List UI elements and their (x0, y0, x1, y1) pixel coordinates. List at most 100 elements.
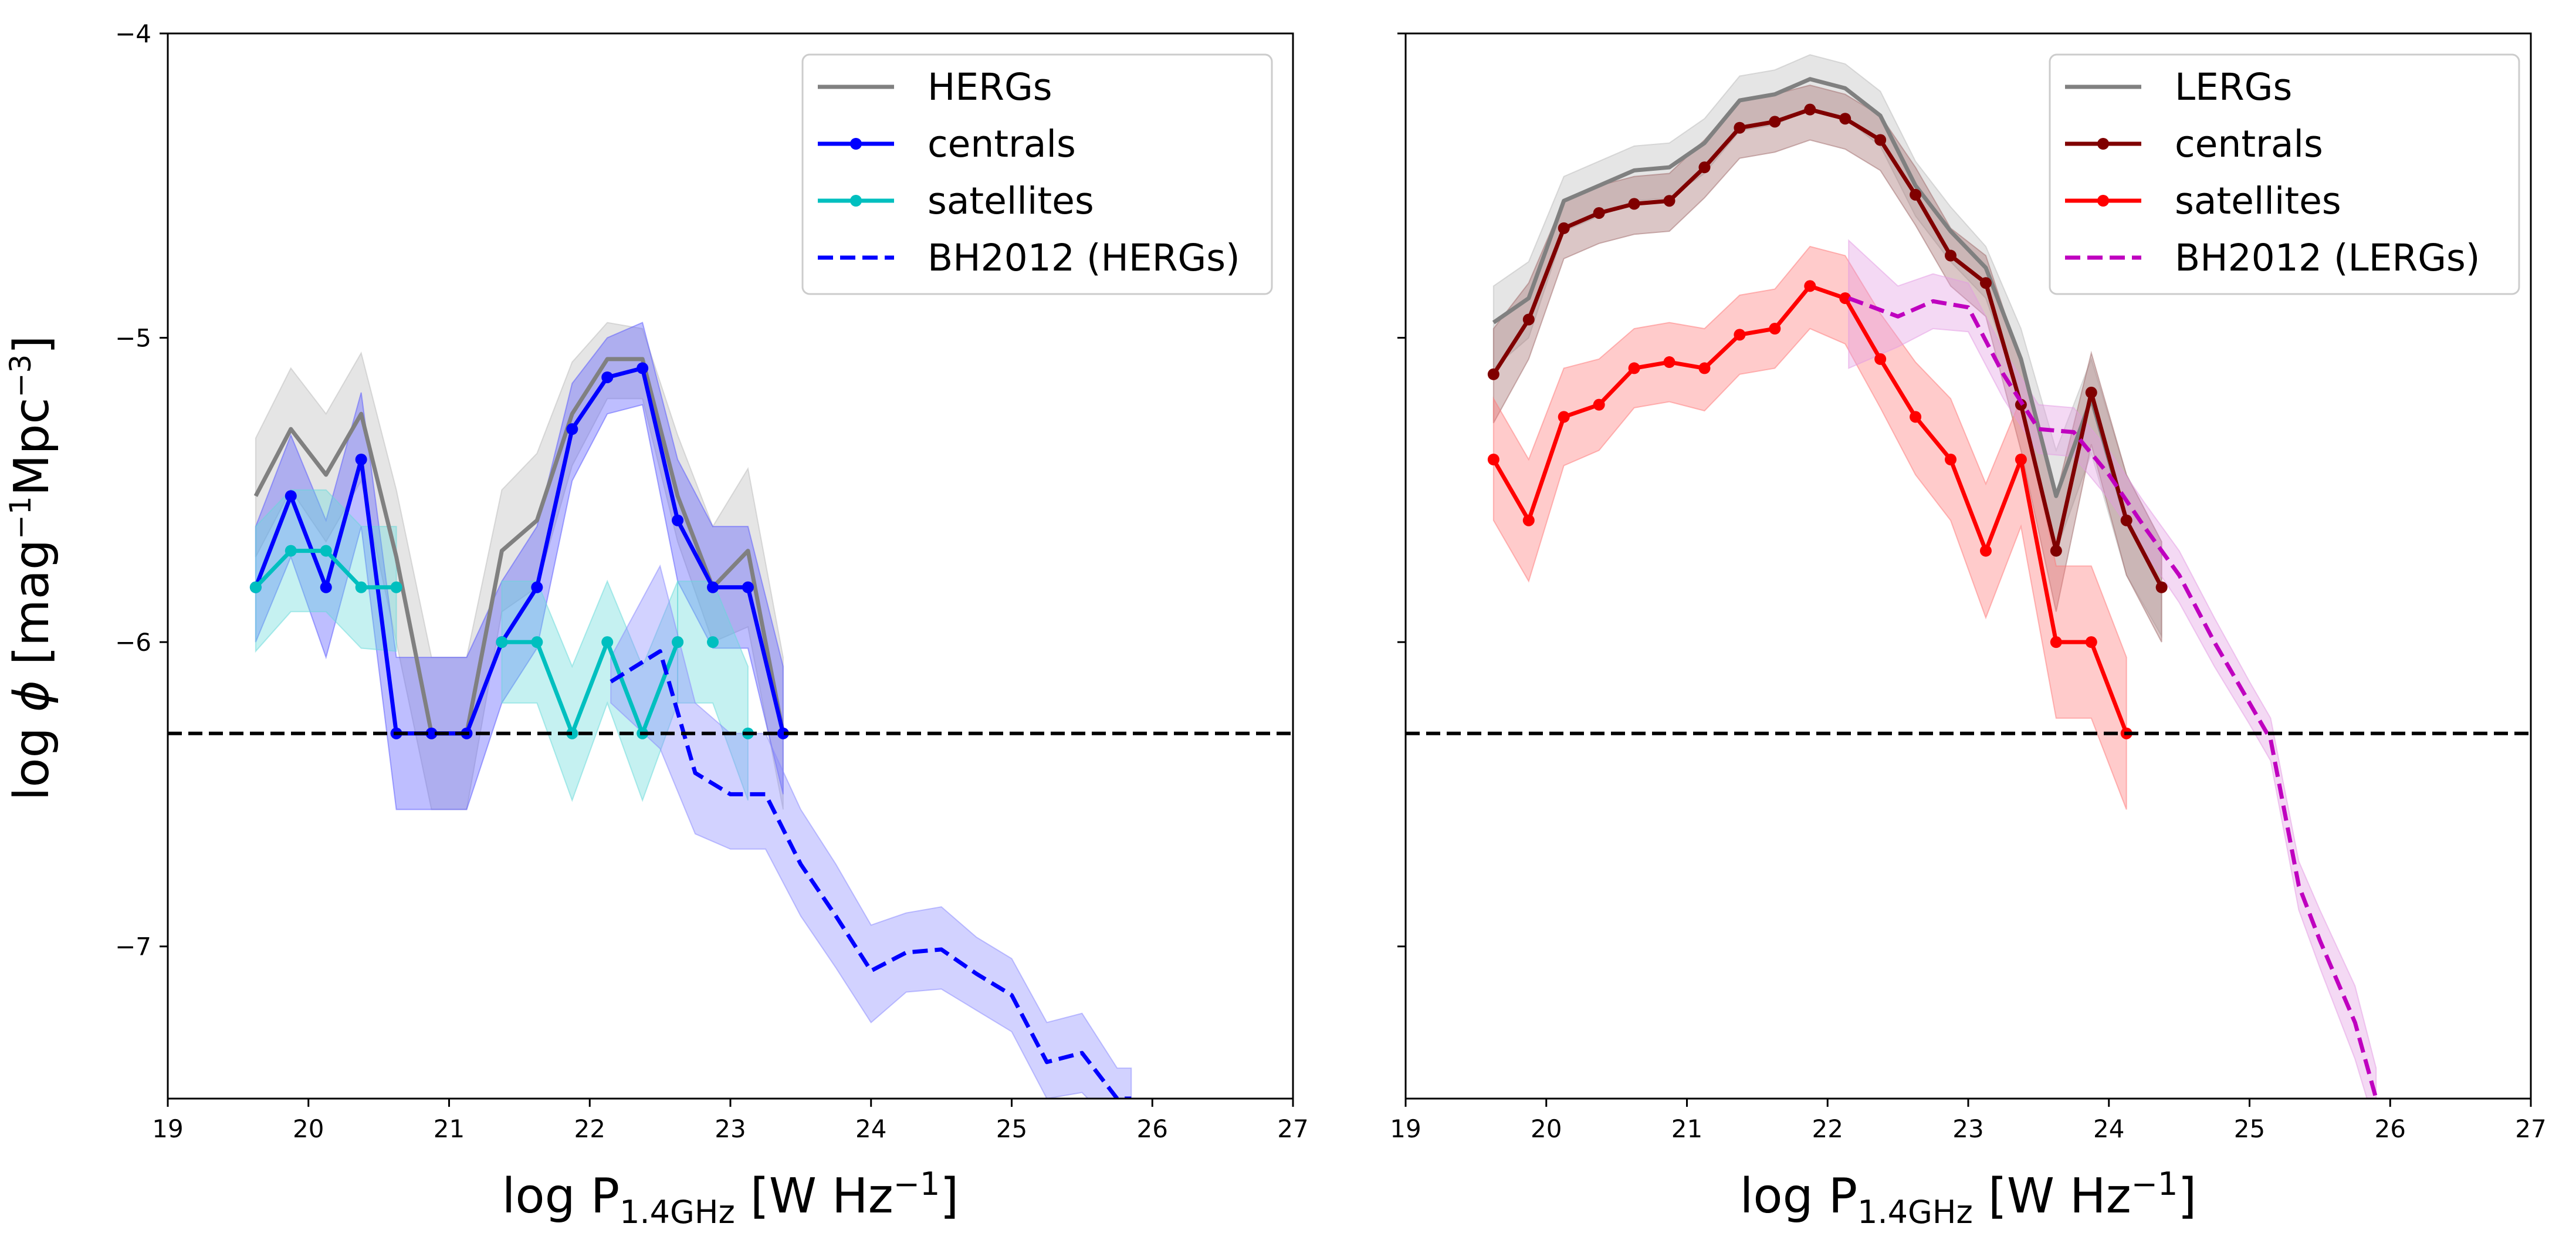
band-0-5 (610, 564, 1132, 1099)
legend-label-0: HERGs (928, 66, 1052, 109)
data-point-0-1-2 (320, 581, 332, 593)
x-tick-label-1-7: 26 (2375, 1114, 2406, 1143)
x-tick-label-1-4: 23 (1952, 1114, 1983, 1143)
x-tick-label-1-8: 27 (2515, 1114, 2546, 1143)
data-point-1-1-14 (1979, 277, 1992, 289)
legend-box (801, 53, 1273, 295)
data-point-1-2-17 (2085, 636, 2097, 648)
x-tick-label-1-2: 21 (1671, 1114, 1702, 1143)
legend-marker-1 (850, 138, 862, 150)
data-point-1-1-4 (1628, 198, 1640, 210)
legend-marker-1 (2097, 138, 2109, 150)
y-tick-label-0-1: −6 (115, 628, 151, 657)
legend-label-3: BH2012 (LERGs) (2175, 237, 2480, 279)
legend-marker-2 (2097, 195, 2109, 207)
x-tick-label-0-6: 25 (996, 1114, 1027, 1143)
series-line-1-3 (1847, 296, 2378, 1099)
data-point-0-1-12 (672, 514, 684, 526)
data-point-1-1-10 (1839, 113, 1851, 125)
x-axis-label-0: log P1.4GHz [W Hz−1] (502, 1165, 959, 1231)
data-point-0-1-9 (566, 423, 578, 435)
data-point-1-1-12 (1910, 188, 1922, 201)
data-point-0-2-2 (320, 545, 332, 557)
band-0-2 (255, 489, 397, 653)
y-axis-label: log ϕ [mag−1Mpc−3] (4, 336, 60, 801)
data-point-1-2-1 (1522, 514, 1535, 526)
data-point-0-1-13 (707, 581, 719, 593)
left-panel: 19 20 21 22 23 24 25 26 27 −7 −6 −5 −4 log P1.4GHz [W… (115, 19, 1309, 1231)
data-point-1-1-11 (1874, 134, 1887, 146)
data-point-1-2-14 (1979, 545, 1992, 557)
data-point-0-3-0 (496, 636, 508, 648)
data-point-0-4-1 (707, 636, 719, 648)
data-point-1-2-0 (1487, 454, 1499, 465)
data-point-1-2-13 (1945, 454, 1957, 465)
legend-label-2: satellites (2175, 180, 2341, 222)
y-tick-label-0-2: −5 (115, 324, 151, 353)
plot-area (168, 322, 1293, 1099)
data-point-1-2-6 (1698, 362, 1711, 374)
data-point-1-1-16 (2050, 545, 2062, 557)
data-point-1-2-15 (2015, 454, 2027, 465)
data-point-0-1-1 (285, 490, 297, 502)
legend-1: LERGs centrals satellites BH2012 (LERGs) (2049, 53, 2520, 295)
data-point-1-1-1 (1522, 313, 1535, 326)
x-tick-label-0-0: 19 (152, 1114, 183, 1143)
data-point-0-1-8 (531, 581, 543, 593)
data-point-1-1-6 (1698, 161, 1711, 174)
data-point-1-2-16 (2050, 636, 2062, 648)
data-point-1-2-11 (1874, 353, 1887, 365)
data-point-0-1-14 (742, 581, 754, 593)
legend-0: HERGs centrals satellites BH2012 (HERGs) (801, 53, 1273, 295)
x-tick-label-0-5: 24 (855, 1114, 886, 1143)
x-tick-label-1-5: 24 (2093, 1114, 2124, 1143)
x-axis-label-1: log P1.4GHz [W Hz−1] (1740, 1165, 2197, 1231)
legend-marker-2 (850, 195, 862, 207)
legend-box (2049, 53, 2520, 295)
data-point-0-1-10 (601, 371, 614, 383)
data-point-1-2-2 (1558, 411, 1570, 423)
data-point-1-1-9 (1804, 103, 1816, 116)
legend-label-3: BH2012 (HERGs) (928, 237, 1240, 279)
data-point-0-4-0 (672, 636, 684, 648)
data-point-0-1-3 (355, 454, 367, 465)
data-point-1-1-19 (2155, 581, 2168, 593)
data-point-1-2-4 (1628, 362, 1640, 374)
data-point-0-2-3 (355, 581, 367, 593)
data-point-1-2-10 (1839, 292, 1851, 305)
x-tick-label-1-3: 22 (1812, 1114, 1843, 1143)
data-point-1-1-0 (1487, 368, 1499, 380)
data-point-1-2-9 (1804, 280, 1816, 292)
data-point-1-1-17 (2085, 386, 2097, 398)
y-tick-label-0-0: −7 (115, 933, 151, 961)
legend-label-1: centrals (928, 123, 1076, 165)
x-tick-label-1-1: 20 (1531, 1114, 1562, 1143)
band-0-4 (677, 580, 749, 801)
data-point-0-1-5 (425, 727, 438, 739)
data-point-0-3-2 (566, 727, 578, 739)
x-tick-label-0-3: 22 (574, 1114, 605, 1143)
data-point-1-1-18 (2120, 514, 2132, 526)
data-point-0-3-1 (531, 636, 543, 648)
plot-area (1406, 54, 2531, 1099)
right-panel: 19 20 21 22 23 24 25 26 27 log P1.4GHz [W Hz−1] LE… (1390, 32, 2547, 1231)
data-point-0-3-3 (601, 636, 614, 648)
data-point-1-1-3 (1593, 207, 1605, 219)
series-line-0-0 (253, 357, 786, 736)
x-tick-label-1-6: 25 (2234, 1114, 2265, 1143)
data-point-1-1-2 (1558, 222, 1570, 234)
data-point-0-2-4 (390, 581, 402, 593)
legend-label-2: satellites (928, 180, 1094, 222)
data-point-1-2-7 (1734, 329, 1746, 341)
data-point-1-1-8 (1769, 116, 1781, 128)
data-point-1-2-8 (1769, 323, 1781, 335)
data-point-0-2-1 (285, 545, 297, 557)
data-point-1-1-5 (1663, 195, 1675, 207)
data-point-0-1-15 (777, 727, 789, 739)
series-line-1-1 (1491, 107, 2164, 589)
x-tick-label-0-8: 27 (1277, 1114, 1308, 1143)
legend-label-1: centrals (2175, 123, 2323, 165)
band-0-1 (255, 322, 784, 810)
data-point-0-1-11 (637, 362, 649, 374)
